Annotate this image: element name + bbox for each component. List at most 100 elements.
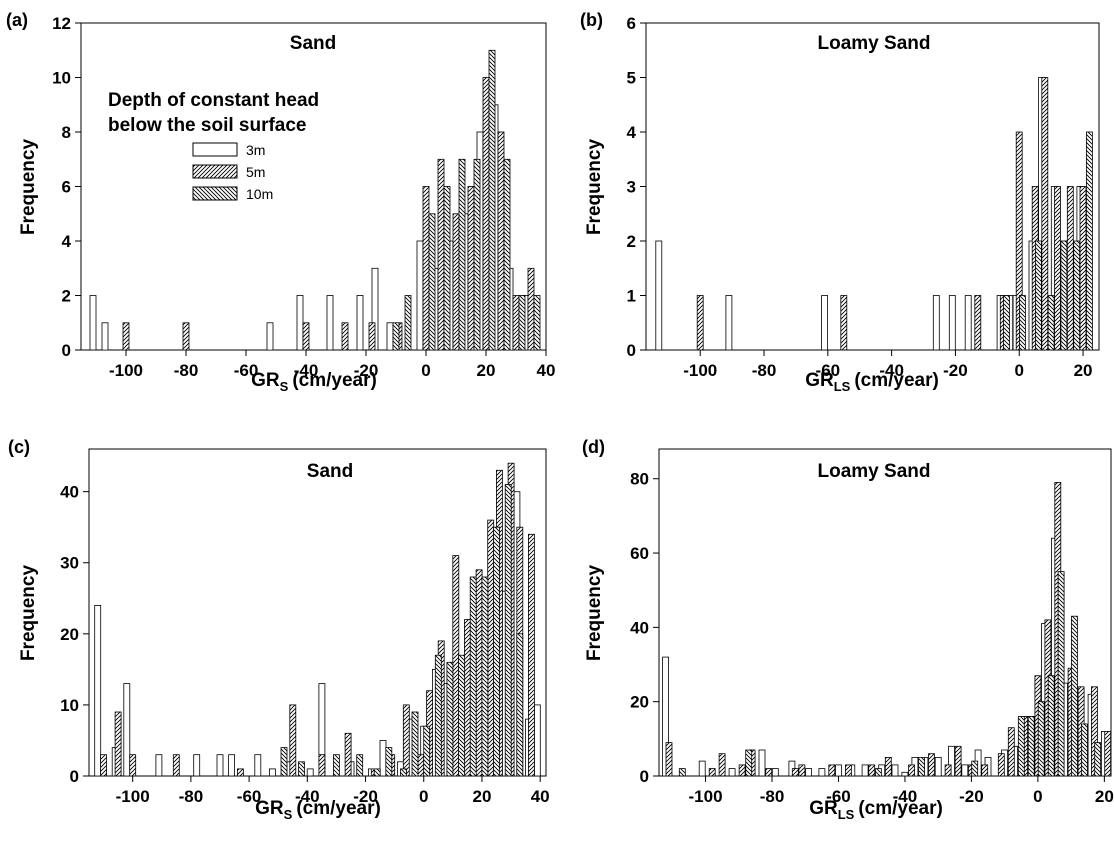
panel-c-bars bbox=[95, 463, 541, 776]
panel-d-xtick-label-5: 0 bbox=[1033, 787, 1042, 806]
panel-d-title: Loamy Sand bbox=[818, 461, 931, 482]
panel-c-bar-3m-5 bbox=[217, 755, 223, 776]
panel-b-xtick-label-6: 20 bbox=[1074, 361, 1093, 380]
panel-c-xtick-label-4: -20 bbox=[353, 787, 378, 806]
panel-b-ytick-label-6: 6 bbox=[627, 14, 636, 33]
panel-d-bar-5m-3 bbox=[739, 765, 745, 776]
panel-d-bar-10m-2 bbox=[875, 769, 881, 776]
panel-b: (b) Loamy Sand Frequency GRLS (cm/year) -… bbox=[580, 10, 1099, 394]
panel-b-title: Loamy Sand bbox=[818, 33, 931, 54]
panel-b-bar-5m-9 bbox=[1080, 187, 1086, 351]
panel-a-bar-5m-0 bbox=[123, 323, 129, 350]
panel-d-xtick-label-4: -20 bbox=[959, 787, 984, 806]
panel-d-bar-5m-2 bbox=[719, 754, 725, 776]
panel-a-xlabel-sub: S bbox=[280, 379, 289, 394]
legend-swatch-10m bbox=[193, 187, 237, 200]
panel-c-bar-3m-4 bbox=[194, 755, 200, 776]
panel-c-bar-10m-1 bbox=[299, 762, 305, 776]
panel-c: (c) Sand Frequency GRS (cm/year) -100 -80-… bbox=[8, 437, 550, 822]
panel-b-xtick-label-1: -80 bbox=[752, 361, 777, 380]
panel-b-bar-10m-2 bbox=[1035, 241, 1041, 350]
panel-a-xtick-label-2: -60 bbox=[234, 361, 259, 380]
legend-swatch-5m bbox=[193, 165, 237, 178]
panel-c-bar-10m-13 bbox=[482, 577, 488, 776]
panel-d-bar-10m-5 bbox=[1018, 717, 1024, 777]
panel-d-bar-10m-1 bbox=[746, 750, 752, 776]
panel-a-bar-5m-13 bbox=[528, 268, 534, 350]
panel-d-ytick-label-4: 80 bbox=[630, 470, 649, 489]
panel-d-bar-10m-10 bbox=[1071, 616, 1077, 776]
panel-d-ytick-label-1: 20 bbox=[630, 693, 649, 712]
panel-a-bar-3m-5 bbox=[357, 296, 363, 351]
legend-label-10m: 10m bbox=[246, 186, 273, 202]
panel-b-xtick-label-3: -40 bbox=[879, 361, 904, 380]
panel-b-xtick-label-0: -100 bbox=[683, 361, 717, 380]
panel-d-bar-5m-17 bbox=[982, 765, 988, 776]
panel-a-bar-10m-7 bbox=[504, 159, 510, 350]
panel-d-bar-3m-1 bbox=[699, 761, 705, 776]
panel-d-tag: (d) bbox=[582, 437, 605, 457]
panel-c-bar-10m-6 bbox=[400, 769, 406, 776]
legend-label-3m: 3m bbox=[246, 142, 265, 158]
panel-b-bar-10m-5 bbox=[1074, 241, 1080, 350]
panel-b-ytick-label-4: 4 bbox=[627, 123, 637, 142]
panel-a-bar-10m-3 bbox=[444, 187, 450, 351]
panel-c-xtick-label-5: 0 bbox=[419, 787, 428, 806]
panel-c-bar-5m-15 bbox=[464, 620, 470, 776]
panel-d-bar-10m-9 bbox=[1058, 572, 1064, 776]
panel-c-bar-3m-10 bbox=[307, 769, 313, 776]
panel-d-bar-5m-1 bbox=[709, 769, 715, 776]
panel-a-xtick-label-5: 0 bbox=[421, 361, 430, 380]
panel-c-bar-3m-14 bbox=[380, 741, 386, 777]
panel-c-bar-5m-17 bbox=[488, 520, 494, 776]
panel-a-bar-3m-8 bbox=[417, 241, 423, 350]
panel-b-tag: (b) bbox=[580, 10, 603, 30]
panel-b-ytick-label-5: 5 bbox=[627, 69, 636, 88]
panel-d-bar-5m-12 bbox=[909, 765, 915, 776]
panel-b-bar-10m-1 bbox=[1019, 296, 1025, 351]
panel-d-bar-3m-2 bbox=[729, 769, 735, 776]
panel-d-bar-5m-5 bbox=[766, 769, 772, 776]
panel-d-bar-10m-11 bbox=[1081, 724, 1087, 776]
panel-b-xtick-label-5: 0 bbox=[1015, 361, 1024, 380]
panel-a-bar-10m-1 bbox=[405, 296, 411, 351]
panel-d-bar-3m-18 bbox=[962, 765, 968, 776]
panel-a-bar-10m-5 bbox=[474, 159, 480, 350]
panel-a-bar-10m-0 bbox=[393, 323, 399, 350]
panel-c-bar-5m-0 bbox=[101, 755, 107, 776]
panel-c-bar-10m-12 bbox=[470, 577, 476, 776]
panel-c-bar-5m-1 bbox=[115, 712, 121, 776]
panel-b-xlabel-sub: LS bbox=[834, 379, 851, 394]
panel-c-bar-5m-14 bbox=[453, 556, 459, 776]
panel-b-xtick-label-2: -60 bbox=[816, 361, 841, 380]
panel-c-ylabel: Frequency bbox=[18, 565, 39, 662]
panel-a-bar-10m-4 bbox=[459, 159, 465, 350]
panel-d-bar-5m-7 bbox=[799, 765, 805, 776]
panel-c-xtick-label-6: 20 bbox=[473, 787, 492, 806]
panel-a-bar-5m-8 bbox=[453, 214, 459, 350]
legend: Depth of constant head below the soil su… bbox=[108, 90, 319, 202]
panel-a-bar-3m-3 bbox=[297, 296, 303, 351]
legend-label-5m: 5m bbox=[246, 164, 265, 180]
panel-c-bar-3m-2 bbox=[124, 684, 130, 776]
panel-c-ytick-label-2: 20 bbox=[60, 625, 79, 644]
panel-b-bar-5m-8 bbox=[1067, 187, 1073, 351]
panel-c-xtick-label-3: -40 bbox=[295, 787, 320, 806]
panel-d-xtick-label-0: -100 bbox=[689, 787, 723, 806]
panel-a-bar-10m-6 bbox=[489, 50, 495, 350]
panel-d-xtick-label-2: -60 bbox=[826, 787, 851, 806]
panel-d-bar-5m-15 bbox=[955, 746, 961, 776]
panel-b-bar-3m-5 bbox=[965, 296, 971, 351]
panel-b-bar-5m-7 bbox=[1055, 187, 1061, 351]
panel-c-bar-10m-11 bbox=[459, 655, 465, 776]
panel-c-ytick-label-4: 40 bbox=[60, 483, 79, 502]
panel-a-bar-5m-6 bbox=[423, 187, 429, 351]
panel-a-ytick-label-2: 4 bbox=[62, 232, 72, 251]
panel-d-bar-5m-19 bbox=[1008, 728, 1014, 776]
panel-d-xtick-label-6: 20 bbox=[1095, 787, 1114, 806]
panel-c-bar-10m-5 bbox=[386, 748, 392, 776]
panel-d-bar-3m-6 bbox=[806, 769, 812, 776]
panel-c-ytick-label-1: 10 bbox=[60, 696, 79, 715]
panel-d-bar-10m-12 bbox=[1095, 743, 1101, 776]
